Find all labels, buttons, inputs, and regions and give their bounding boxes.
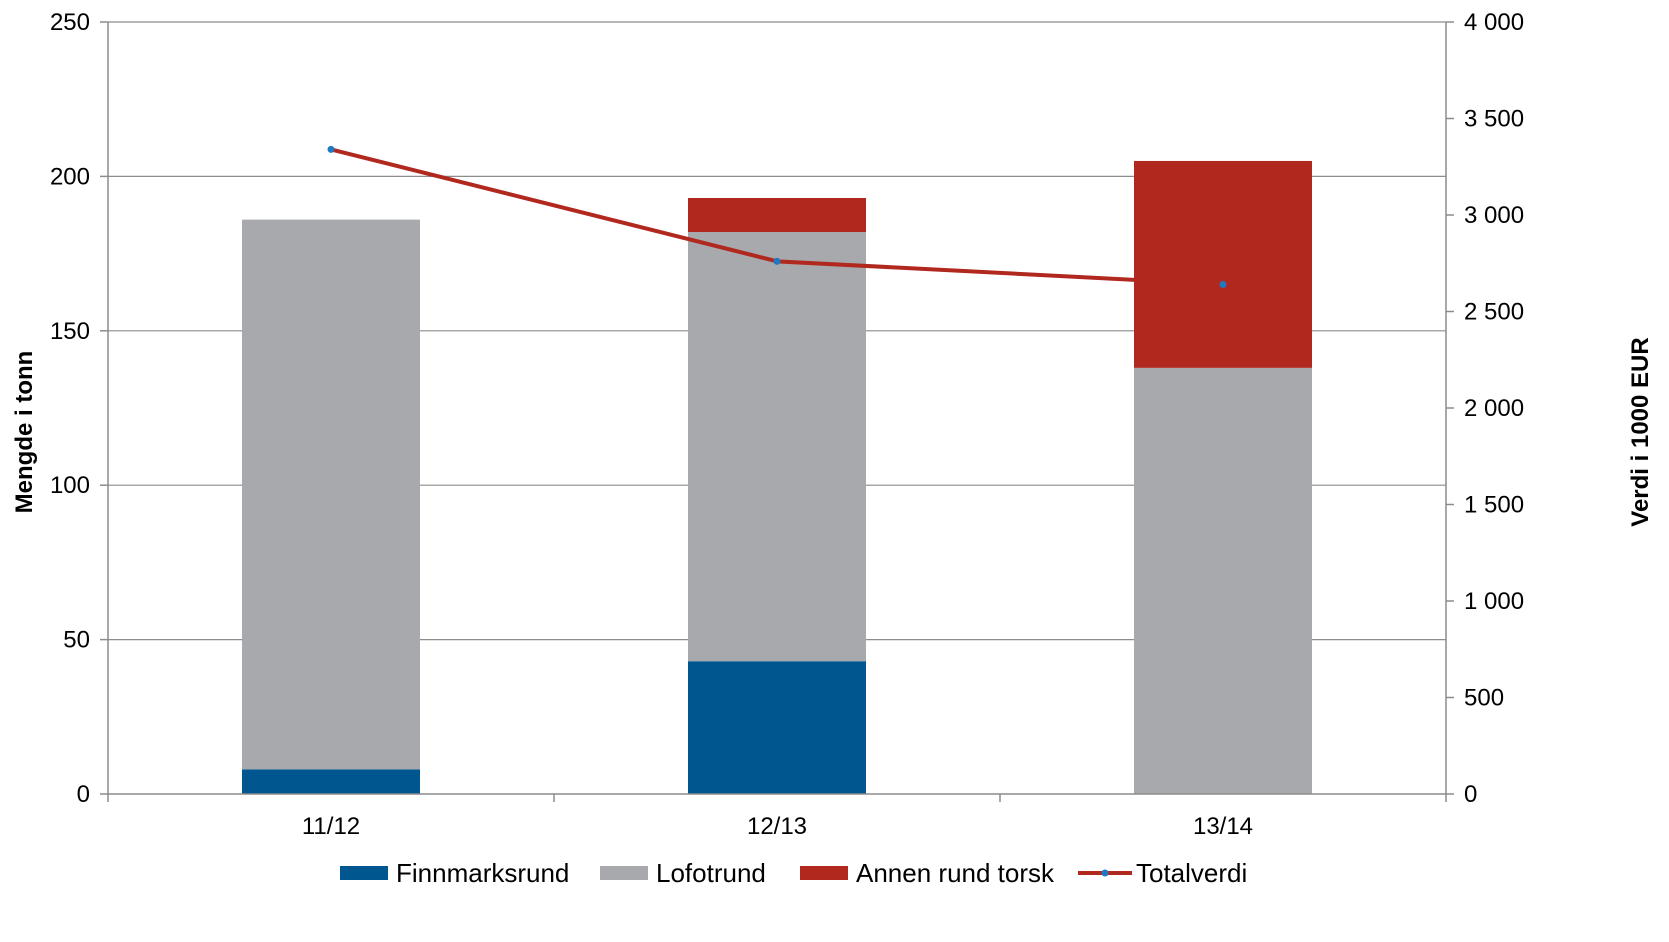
x-tick-label: 12/13 [747, 813, 807, 840]
y-tick-labels: 0 50 100 150 200 250 [50, 9, 90, 808]
y2-tick-label: 4 000 [1464, 9, 1524, 36]
legend-label-annen-rund-torsk: Annen rund torsk [856, 858, 1055, 888]
axes [100, 21, 1454, 802]
legend-label-totalverdi: Totalverdi [1136, 858, 1247, 888]
x-tick-label: 11/12 [302, 813, 360, 840]
line-marker [773, 257, 781, 265]
bar-lofotrund [242, 219, 420, 770]
legend: Finnmarksrund Lofotrund Annen rund torsk To… [340, 858, 1247, 888]
legend-swatch-annen-rund-torsk [800, 866, 848, 880]
y2-axis-title: Verdi i 1000 EUR [1627, 337, 1654, 526]
legend-swatch-lofotrund [600, 866, 648, 880]
y-tick-label: 150 [50, 318, 90, 345]
y2-tick-label: 2 000 [1464, 395, 1524, 422]
y2-tick-label: 3 500 [1464, 106, 1524, 133]
legend-marker-totalverdi [1101, 869, 1109, 877]
y2-tick-label: 500 [1464, 685, 1504, 712]
line-marker [1219, 280, 1227, 288]
bar-finnmarksrund [688, 661, 866, 794]
legend-label-finnmarksrund: Finnmarksrund [396, 858, 569, 888]
y-tick-label: 250 [50, 9, 90, 36]
y2-tick-label: 2 500 [1464, 299, 1524, 326]
line-marker [327, 145, 335, 153]
legend-swatch-finnmarksrund [340, 866, 388, 880]
bar-finnmarksrund [242, 769, 420, 794]
totalverdi-line [327, 145, 1227, 288]
y-tick-label: 200 [50, 163, 90, 190]
y-tick-label: 0 [77, 781, 90, 808]
y-axis-title: Mengde i tonn [11, 351, 38, 514]
y-tick-label: 50 [63, 627, 90, 654]
x-tick-labels: 11/12 12/13 13/14 [302, 813, 1253, 840]
bar-annen-rund-torsk [1134, 160, 1312, 368]
bar-lofotrund [1134, 367, 1312, 794]
y2-tick-labels: 0 500 1 000 1 500 2 000 2 500 3 000 3 500 4 000 [1464, 9, 1524, 808]
y2-tick-label: 3 000 [1464, 202, 1524, 229]
y2-tick-label: 0 [1464, 781, 1477, 808]
y2-tick-label: 1 000 [1464, 588, 1524, 615]
y2-tick-label: 1 500 [1464, 492, 1524, 519]
bar-lofotrund [688, 231, 866, 662]
bar-annen-rund-torsk [688, 198, 866, 232]
legend-label-lofotrund: Lofotrund [656, 858, 766, 888]
x-tick-label: 13/14 [1193, 813, 1253, 840]
y-tick-label: 100 [50, 472, 90, 499]
bars [242, 160, 1312, 794]
